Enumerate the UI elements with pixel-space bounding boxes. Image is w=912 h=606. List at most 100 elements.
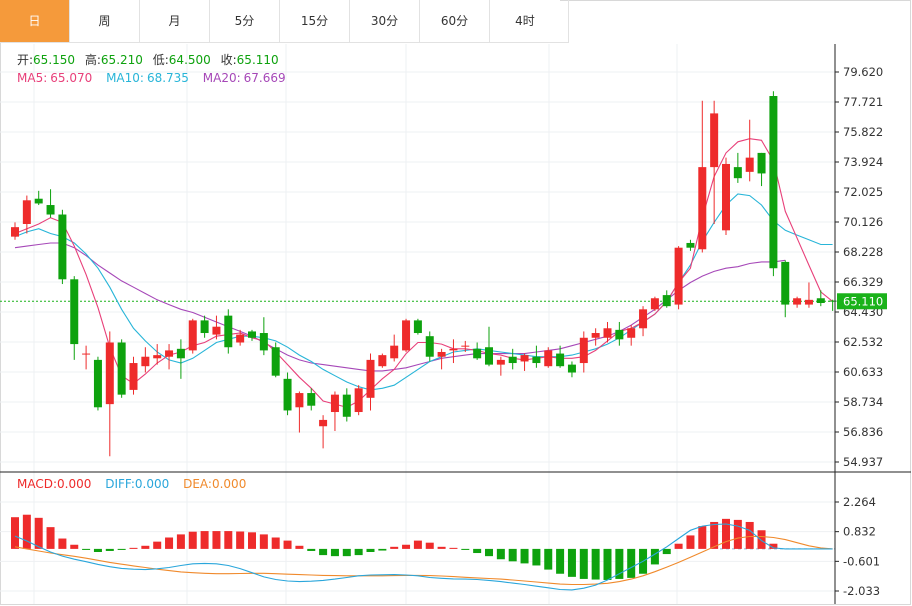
macd-bar xyxy=(757,530,766,549)
candle-body xyxy=(224,315,233,348)
price-tick-label: 75.822 xyxy=(843,125,883,139)
macd-bar xyxy=(283,540,292,549)
macd-bar xyxy=(698,526,707,549)
macd-bar xyxy=(236,531,245,549)
macd-bar xyxy=(22,514,31,549)
macd-bar xyxy=(153,541,162,549)
candle-body xyxy=(769,96,778,269)
candle-body xyxy=(449,348,458,351)
macd-bar xyxy=(165,537,174,549)
price-tick-label: 66.329 xyxy=(843,275,883,289)
candle-body xyxy=(532,356,541,364)
macd-bar xyxy=(259,534,268,549)
macd-bar xyxy=(129,547,138,549)
candle-body xyxy=(295,393,304,408)
macd-histogram xyxy=(11,514,778,580)
candle-body xyxy=(579,337,588,364)
macd-bar xyxy=(710,521,719,549)
macd-bar xyxy=(496,548,505,560)
macd-bar xyxy=(176,534,185,549)
macd-bar xyxy=(271,537,280,549)
macd-bar xyxy=(449,547,458,549)
macd-bar xyxy=(662,548,671,555)
candle-body xyxy=(413,320,422,334)
candle-body xyxy=(117,342,126,395)
candle-body xyxy=(319,419,328,427)
candlesticks xyxy=(11,91,837,457)
candle-body xyxy=(781,261,790,305)
candle-body xyxy=(757,152,766,174)
candle-body xyxy=(105,342,114,405)
current-price-tag xyxy=(837,293,887,310)
candle-body xyxy=(58,214,67,280)
macd-bar xyxy=(378,548,387,551)
candle-body xyxy=(828,300,837,302)
candle-body xyxy=(366,359,375,398)
candle-body xyxy=(402,320,411,351)
ma20-line xyxy=(14,242,786,372)
candle-body xyxy=(485,347,493,365)
candle-body xyxy=(473,348,482,359)
candle-body xyxy=(733,167,742,179)
tab-4hour[interactable]: 4时 xyxy=(490,0,560,42)
period-tabs: 日 周 月 5分 15分 30分 60分 4时 xyxy=(0,0,569,43)
candle-body xyxy=(236,334,245,343)
macd-bar xyxy=(650,548,659,565)
macd-bar xyxy=(11,517,19,549)
macd-bar xyxy=(58,538,67,549)
macd-bar xyxy=(307,548,316,551)
macd-lines xyxy=(14,523,833,591)
macd-tick-label: 2.264 xyxy=(843,495,876,509)
candle-body xyxy=(425,336,434,357)
candle-body xyxy=(674,247,683,305)
candle-body xyxy=(793,298,802,305)
tab-month[interactable]: 月 xyxy=(140,0,210,42)
candle-body xyxy=(710,113,719,168)
candle-body xyxy=(496,359,505,365)
macd-bar xyxy=(105,548,114,551)
macd-bar xyxy=(520,548,529,564)
tab-60min[interactable]: 60分 xyxy=(420,0,490,42)
macd-bar xyxy=(413,540,422,549)
macd-bar xyxy=(674,543,683,549)
macd-tick-label: -2.033 xyxy=(843,584,880,598)
candle-body xyxy=(93,359,102,408)
tab-30min[interactable]: 30分 xyxy=(350,0,420,42)
price-tick-label: 60.633 xyxy=(843,365,883,379)
macd-bar xyxy=(46,527,55,549)
candle-body xyxy=(378,355,387,367)
macd-bar xyxy=(556,548,565,574)
candle-body xyxy=(153,355,162,359)
macd-bar xyxy=(200,531,209,549)
price-tick-label: 77.721 xyxy=(843,95,883,109)
candle-body xyxy=(342,394,351,417)
ma-info: MA5: 65.070 MA10: 68.735 MA20: 67.669 xyxy=(17,71,286,85)
macd-tick-label: -0.601 xyxy=(843,554,880,568)
candle-body xyxy=(804,299,813,305)
candle-body xyxy=(437,351,446,357)
candle-body xyxy=(461,345,470,347)
macd-bar xyxy=(70,544,79,549)
ohlc-info: 开:65.150 高:65.210 低:64.500 收:65.110 xyxy=(17,52,279,67)
macd-bar xyxy=(425,542,434,549)
macd-bar xyxy=(579,548,588,579)
tab-week[interactable]: 周 xyxy=(70,0,140,42)
tab-15min[interactable]: 15分 xyxy=(280,0,350,42)
price-tick-label: 58.734 xyxy=(843,395,883,409)
macd-bar xyxy=(295,545,304,549)
macd-bar xyxy=(330,548,339,557)
candle-body xyxy=(662,295,671,307)
candle-body xyxy=(544,350,553,367)
macd-bar xyxy=(82,548,91,550)
candle-body xyxy=(698,167,707,250)
price-tick-label: 54.937 xyxy=(843,455,883,469)
macd-bar xyxy=(342,548,351,557)
candle-body xyxy=(650,298,659,310)
candle-body xyxy=(46,205,55,215)
candle-body xyxy=(627,328,636,338)
tab-day[interactable]: 日 xyxy=(0,0,70,42)
tab-5min[interactable]: 5分 xyxy=(210,0,280,42)
candle-body xyxy=(354,388,363,413)
candle-body xyxy=(556,353,565,367)
